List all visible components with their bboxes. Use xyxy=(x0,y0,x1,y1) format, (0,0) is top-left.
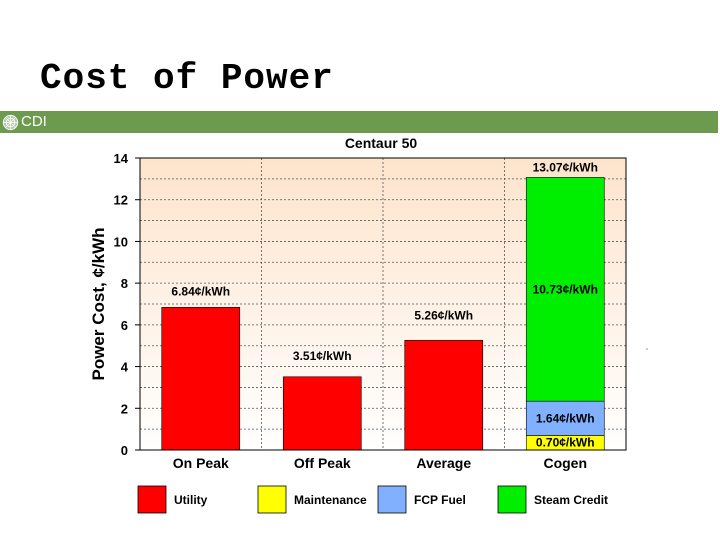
x-tick-label: Off Peak xyxy=(294,455,351,471)
bar-fcp-fuel-cogen xyxy=(525,400,605,436)
legend-swatch xyxy=(137,485,167,514)
y-tick-label: 4 xyxy=(121,360,129,375)
cdi-logo-icon xyxy=(2,114,19,131)
legend-swatch xyxy=(377,485,407,514)
data-label-total: 13.07¢/kWh xyxy=(533,160,598,174)
y-tick-label: 8 xyxy=(121,276,128,291)
legend-swatch xyxy=(257,485,287,514)
data-label-utility: 5.26¢/kWh xyxy=(414,308,473,322)
bar-utility-on-peak xyxy=(161,307,241,451)
x-tick-label: Average xyxy=(416,455,471,471)
chart-title: Centaur 50 xyxy=(345,135,418,151)
legend-label: Utility xyxy=(174,493,208,507)
legend-label: FCP Fuel xyxy=(414,493,466,507)
legend-swatch xyxy=(497,485,527,514)
x-tick-label: On Peak xyxy=(173,455,229,471)
bar-utility-average xyxy=(404,339,484,451)
y-tick-label: 2 xyxy=(121,401,128,416)
y-tick-label: 12 xyxy=(114,193,128,208)
y-axis-label: Power Cost, ¢/kWh xyxy=(89,227,108,380)
data-label-steam-credit: 10.73¢/kWh xyxy=(533,282,598,296)
data-label-utility: 6.84¢/kWh xyxy=(171,284,230,298)
brand-label: CDI xyxy=(21,113,47,130)
y-tick-label: 14 xyxy=(114,151,129,166)
data-label-utility: 3.51¢/kWh xyxy=(293,349,352,363)
legend-label: Maintenance xyxy=(294,493,367,507)
y-tick-label: 0 xyxy=(121,443,128,458)
y-tick-label: 10 xyxy=(114,234,128,249)
plot-frame xyxy=(139,157,627,451)
bar-steam-credit-cogen xyxy=(525,177,605,402)
data-label-fcp-fuel: 1.64¢/kWh xyxy=(536,411,595,425)
slide-title: Cost of Power xyxy=(40,58,334,99)
legend-label: Steam Credit xyxy=(534,493,608,507)
x-tick-label: Cogen xyxy=(543,455,587,471)
data-label-maintenance: 0.70¢/kWh xyxy=(536,436,595,450)
stray-dot xyxy=(646,348,648,350)
brand-bar: CDI xyxy=(0,111,718,133)
bar-utility-off-peak xyxy=(282,376,362,451)
y-tick-label: 6 xyxy=(121,318,128,333)
